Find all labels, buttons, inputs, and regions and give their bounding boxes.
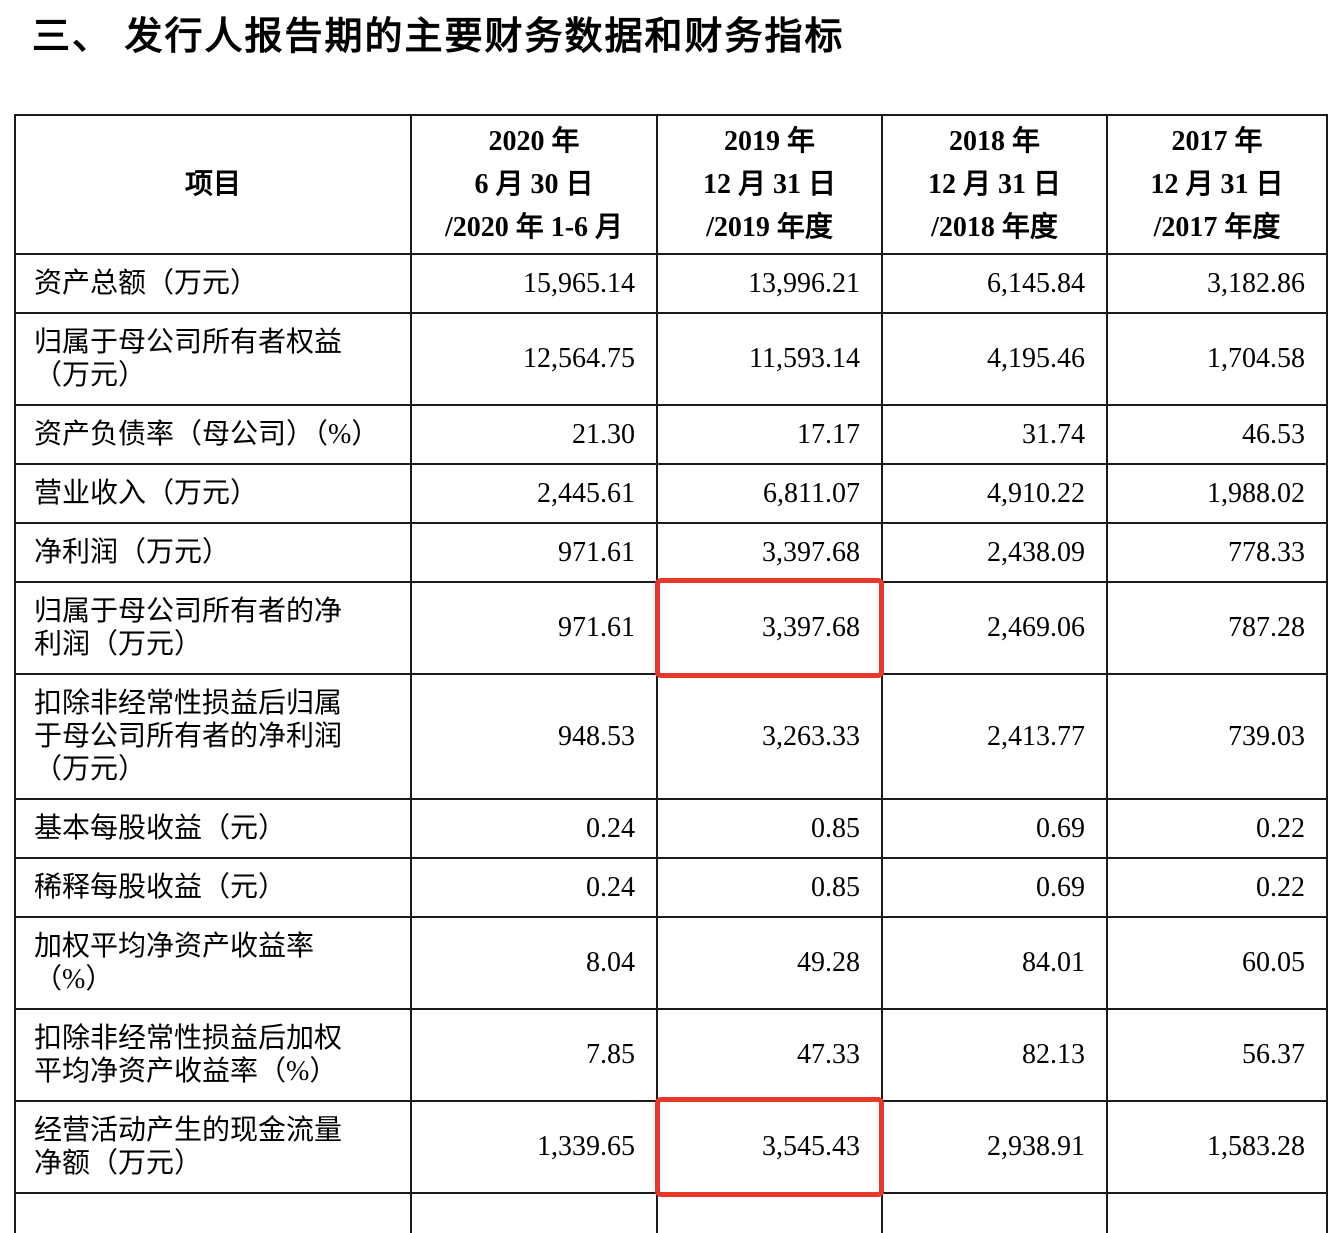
cell-value: 2,938.91 [881, 1099, 1108, 1194]
table-row: 加权平均净资产收益率 （%） 8.04 49.28 84.01 60.05 [14, 915, 1328, 1010]
section-title: 三、 发行人报告期的主要财务数据和财务指标 [32, 16, 845, 58]
row-label: 归属于母公司所有者权益 （万元） [14, 311, 412, 406]
cell-value: 4,910.22 [881, 462, 1108, 524]
cell-value: 2,413.77 [881, 672, 1108, 800]
cell-value: 971.61 [410, 580, 658, 675]
cell-value: 15,965.14 [410, 252, 658, 314]
table-row: 归属于母公司所有者权益 （万元） 12,564.75 11,593.14 4,195.… [14, 311, 1328, 406]
cell-value: 13,996.21 [656, 252, 883, 314]
cell-empty [14, 1191, 412, 1233]
cell-value-highlighted: 3,397.68 [655, 577, 884, 678]
highlight-box [655, 577, 884, 678]
cell-value: 49.28 [656, 915, 883, 1010]
table-row: 净利润（万元） 971.61 3,397.68 2,438.09 778.33 [14, 521, 1328, 583]
cell-value: 0.69 [881, 856, 1108, 918]
cell-value: 31.74 [881, 403, 1108, 465]
header-period-2019: 2019 年 12 月 31 日 /2019 年度 [656, 113, 883, 255]
table-row: 稀释每股收益（元） 0.24 0.85 0.69 0.22 [14, 856, 1328, 918]
cell-value: 47.33 [656, 1007, 883, 1102]
cell-value: 0.85 [656, 856, 883, 918]
cell-value-highlighted: 3,545.43 [655, 1096, 884, 1197]
cell-empty [656, 1191, 883, 1233]
header-period-2017: 2017 年 12 月 31 日 /2017 年度 [1106, 113, 1328, 255]
row-label: 基本每股收益（元） [14, 797, 412, 859]
cell-value: 11,593.14 [656, 311, 883, 406]
cell-value: 787.28 [1106, 580, 1328, 675]
row-label: 资产总额（万元） [14, 252, 412, 314]
table-row: 归属于母公司所有者的净 利润（万元） 971.61 3,397.68 2,469.06… [14, 577, 1328, 678]
cell-value: 0.85 [656, 797, 883, 859]
table-row: 扣除非经常性损益后加权 平均净资产收益率（%） 7.85 47.33 82.13 56.… [14, 1007, 1328, 1102]
row-label: 稀释每股收益（元） [14, 856, 412, 918]
cell-value: 82.13 [881, 1007, 1108, 1102]
cell-value: 0.22 [1106, 856, 1328, 918]
cell-value: 12,564.75 [410, 311, 658, 406]
cell-value: 4,195.46 [881, 311, 1108, 406]
cell-empty [881, 1191, 1108, 1233]
cell-value: 3,182.86 [1106, 252, 1328, 314]
cell-value: 3,263.33 [656, 672, 883, 800]
cell-value: 0.24 [410, 797, 658, 859]
row-label: 归属于母公司所有者的净 利润（万元） [14, 580, 412, 675]
cell-empty [1106, 1191, 1328, 1233]
row-label: 营业收入（万元） [14, 462, 412, 524]
cell-value: 17.17 [656, 403, 883, 465]
table-body: 资产总额（万元） 15,965.14 13,996.21 6,145.84 3,182.… [14, 252, 1328, 1233]
cell-value: 2,438.09 [881, 521, 1108, 583]
document-page: 三、 发行人报告期的主要财务数据和财务指标 项目 2020 年 6 月 30 日 … [0, 16, 1340, 1233]
table-row: 资产负债率（母公司）（%） 21.30 17.17 31.74 46.53 [14, 403, 1328, 465]
header-item: 项目 [14, 113, 412, 255]
table-row: 经营活动产生的现金流量 净额（万元） 1,339.65 3,545.43 2,938.… [14, 1096, 1328, 1197]
cell-value: 2,469.06 [881, 580, 1108, 675]
table-row: 基本每股收益（元） 0.24 0.85 0.69 0.22 [14, 797, 1328, 859]
cell-value: 0.24 [410, 856, 658, 918]
cell-value: 0.69 [881, 797, 1108, 859]
cell-value: 8.04 [410, 915, 658, 1010]
cell-value: 778.33 [1106, 521, 1328, 583]
cell-value: 0.22 [1106, 797, 1328, 859]
header-period-2018: 2018 年 12 月 31 日 /2018 年度 [881, 113, 1108, 255]
cell-value: 46.53 [1106, 403, 1328, 465]
cell-value: 1,704.58 [1106, 311, 1328, 406]
cell-value: 60.05 [1106, 915, 1328, 1010]
table-row-partial [14, 1191, 1328, 1233]
cell-empty [410, 1191, 658, 1233]
cell-value: 56.37 [1106, 1007, 1328, 1102]
table-header: 项目 2020 年 6 月 30 日 /2020 年 1-6 月 2019 年 12… [14, 113, 1328, 255]
cell-value: 948.53 [410, 672, 658, 800]
table-row: 营业收入（万元） 2,445.61 6,811.07 4,910.22 1,988.02 [14, 462, 1328, 524]
cell-value: 7.85 [410, 1007, 658, 1102]
row-label: 经营活动产生的现金流量 净额（万元） [14, 1099, 412, 1194]
row-label: 资产负债率（母公司）（%） [14, 403, 412, 465]
financial-table: 项目 2020 年 6 月 30 日 /2020 年 1-6 月 2019 年 12… [14, 113, 1328, 1233]
row-label: 净利润（万元） [14, 521, 412, 583]
cell-value: 84.01 [881, 915, 1108, 1010]
cell-value: 21.30 [410, 403, 658, 465]
table-row: 扣除非经常性损益后归属 于母公司所有者的净利润 （万元） 948.53 3,263.… [14, 672, 1328, 800]
row-label: 扣除非经常性损益后加权 平均净资产收益率（%） [14, 1007, 412, 1102]
header-period-2020-h1: 2020 年 6 月 30 日 /2020 年 1-6 月 [410, 113, 658, 255]
cell-value: 971.61 [410, 521, 658, 583]
table-row: 资产总额（万元） 15,965.14 13,996.21 6,145.84 3,182.… [14, 252, 1328, 314]
cell-value: 1,339.65 [410, 1099, 658, 1194]
cell-value: 739.03 [1106, 672, 1328, 800]
row-label: 扣除非经常性损益后归属 于母公司所有者的净利润 （万元） [14, 672, 412, 800]
cell-value: 3,397.68 [656, 521, 883, 583]
cell-value: 6,145.84 [881, 252, 1108, 314]
cell-value: 6,811.07 [656, 462, 883, 524]
header-row: 项目 2020 年 6 月 30 日 /2020 年 1-6 月 2019 年 12… [14, 113, 1328, 255]
cell-value: 1,583.28 [1106, 1099, 1328, 1194]
cell-value: 1,988.02 [1106, 462, 1328, 524]
cell-value: 2,445.61 [410, 462, 658, 524]
row-label: 加权平均净资产收益率 （%） [14, 915, 412, 1010]
